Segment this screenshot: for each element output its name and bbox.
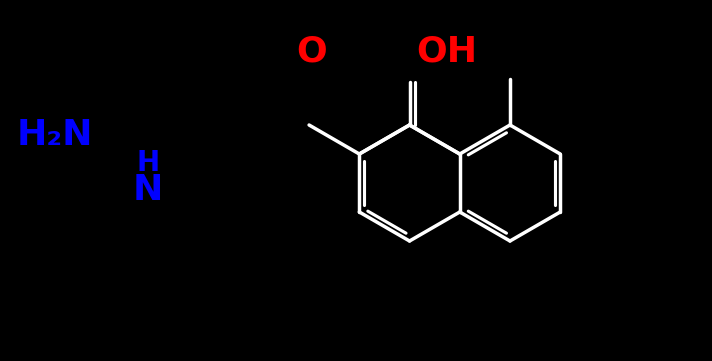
Text: N: N <box>133 173 163 207</box>
Text: H₂N: H₂N <box>17 118 93 152</box>
Text: O: O <box>297 35 328 69</box>
Text: OH: OH <box>417 35 478 69</box>
Text: H: H <box>137 149 159 177</box>
